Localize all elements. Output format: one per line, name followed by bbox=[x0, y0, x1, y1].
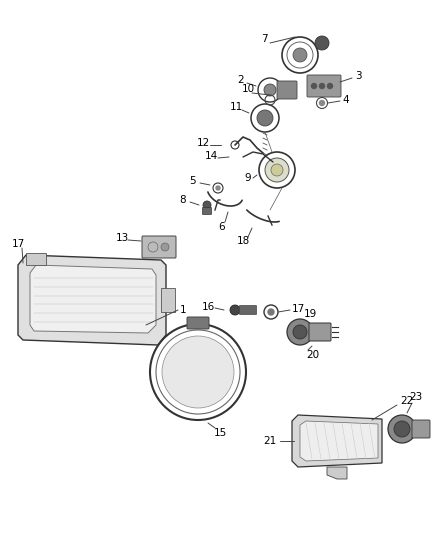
FancyBboxPatch shape bbox=[309, 323, 331, 341]
Polygon shape bbox=[26, 253, 46, 265]
Text: 12: 12 bbox=[196, 138, 210, 148]
Circle shape bbox=[268, 309, 274, 315]
Circle shape bbox=[161, 243, 169, 251]
Circle shape bbox=[394, 421, 410, 437]
Text: 21: 21 bbox=[263, 436, 277, 446]
Circle shape bbox=[216, 186, 220, 190]
Text: 5: 5 bbox=[190, 176, 196, 186]
FancyBboxPatch shape bbox=[277, 81, 297, 99]
Text: 17: 17 bbox=[291, 304, 304, 314]
Text: 4: 4 bbox=[343, 95, 350, 105]
Circle shape bbox=[271, 164, 283, 176]
Circle shape bbox=[257, 110, 273, 126]
Circle shape bbox=[265, 158, 289, 182]
Polygon shape bbox=[18, 255, 166, 345]
Text: 20: 20 bbox=[307, 350, 320, 360]
Circle shape bbox=[264, 84, 276, 96]
Text: 14: 14 bbox=[205, 151, 218, 161]
Text: 23: 23 bbox=[410, 392, 423, 402]
Text: 22: 22 bbox=[400, 396, 413, 406]
Text: 1: 1 bbox=[180, 305, 186, 315]
Text: 15: 15 bbox=[213, 428, 226, 438]
Circle shape bbox=[311, 84, 317, 88]
Polygon shape bbox=[292, 415, 382, 467]
Text: 17: 17 bbox=[11, 239, 25, 249]
Polygon shape bbox=[300, 421, 378, 461]
FancyBboxPatch shape bbox=[202, 207, 212, 214]
Circle shape bbox=[287, 319, 313, 345]
Text: 18: 18 bbox=[237, 236, 250, 246]
FancyBboxPatch shape bbox=[142, 236, 176, 258]
Text: 11: 11 bbox=[230, 102, 243, 112]
Text: 16: 16 bbox=[201, 302, 215, 312]
Circle shape bbox=[230, 305, 240, 315]
Text: 3: 3 bbox=[355, 71, 361, 81]
Circle shape bbox=[388, 415, 416, 443]
Text: 19: 19 bbox=[304, 309, 317, 319]
Text: 8: 8 bbox=[180, 195, 186, 205]
Circle shape bbox=[328, 84, 332, 88]
Text: 10: 10 bbox=[241, 84, 254, 94]
Text: 2: 2 bbox=[238, 75, 244, 85]
Polygon shape bbox=[161, 288, 175, 312]
Text: 7: 7 bbox=[261, 34, 267, 44]
Circle shape bbox=[319, 84, 325, 88]
Circle shape bbox=[319, 101, 325, 106]
Circle shape bbox=[315, 36, 329, 50]
Text: 13: 13 bbox=[115, 233, 129, 243]
Circle shape bbox=[162, 336, 234, 408]
FancyBboxPatch shape bbox=[240, 305, 257, 314]
FancyBboxPatch shape bbox=[307, 75, 341, 97]
Circle shape bbox=[203, 201, 211, 209]
Polygon shape bbox=[327, 467, 347, 479]
FancyBboxPatch shape bbox=[412, 420, 430, 438]
FancyBboxPatch shape bbox=[187, 317, 209, 329]
Polygon shape bbox=[30, 265, 156, 333]
Text: 9: 9 bbox=[245, 173, 251, 183]
Circle shape bbox=[293, 48, 307, 62]
Circle shape bbox=[293, 325, 307, 339]
Text: 6: 6 bbox=[219, 222, 225, 232]
